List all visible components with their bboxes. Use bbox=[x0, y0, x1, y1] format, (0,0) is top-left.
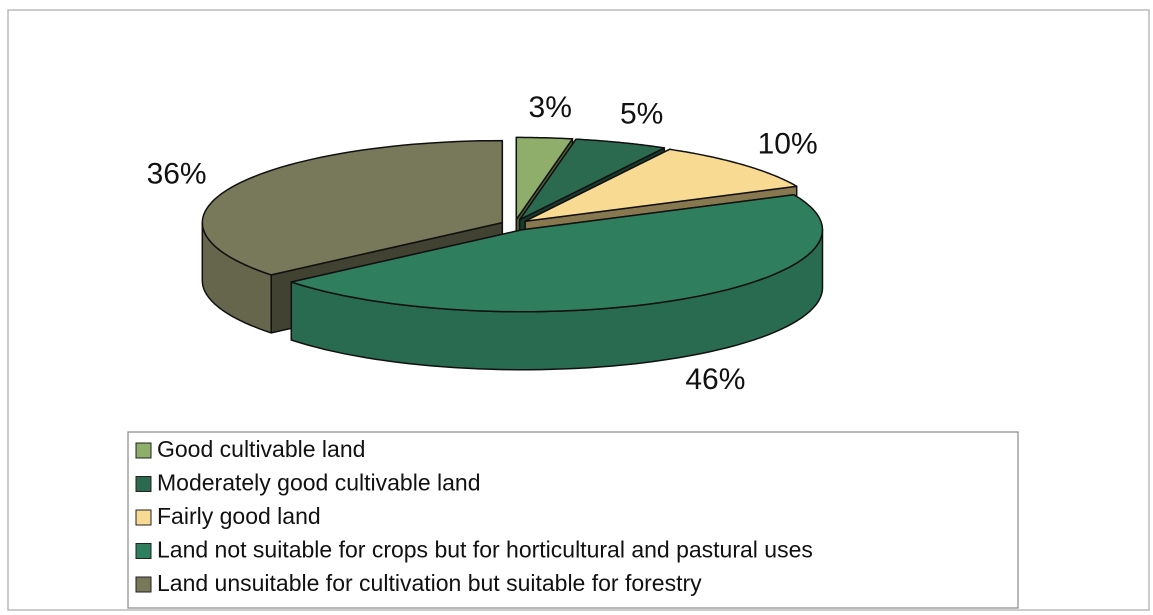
slice-top bbox=[515, 136, 574, 221]
slice-top bbox=[290, 194, 824, 313]
pie-slice bbox=[290, 194, 824, 371]
legend-label: Fairly good land bbox=[157, 503, 321, 529]
data-label: 46% bbox=[685, 363, 745, 396]
legend-swatch bbox=[135, 576, 152, 593]
data-label: 5% bbox=[620, 97, 663, 130]
data-label: 3% bbox=[529, 91, 572, 124]
slice-top bbox=[201, 139, 504, 276]
legend-label: Good cultivable land bbox=[157, 436, 365, 462]
data-label: 10% bbox=[758, 127, 818, 160]
legend-swatch bbox=[135, 442, 152, 459]
legend-label: Moderately good cultivable land bbox=[157, 470, 480, 496]
legend-label: Land unsuitable for cultivation but suit… bbox=[157, 570, 702, 596]
slice-top bbox=[524, 148, 798, 222]
data-label: 36% bbox=[147, 157, 207, 190]
legend-label: Land not suitable for crops but for hort… bbox=[157, 537, 813, 563]
slice-top bbox=[518, 138, 666, 221]
legend-box bbox=[127, 431, 1019, 609]
legend-swatch bbox=[135, 509, 152, 526]
legend-swatch bbox=[135, 543, 152, 559]
legend-swatch bbox=[135, 476, 152, 492]
